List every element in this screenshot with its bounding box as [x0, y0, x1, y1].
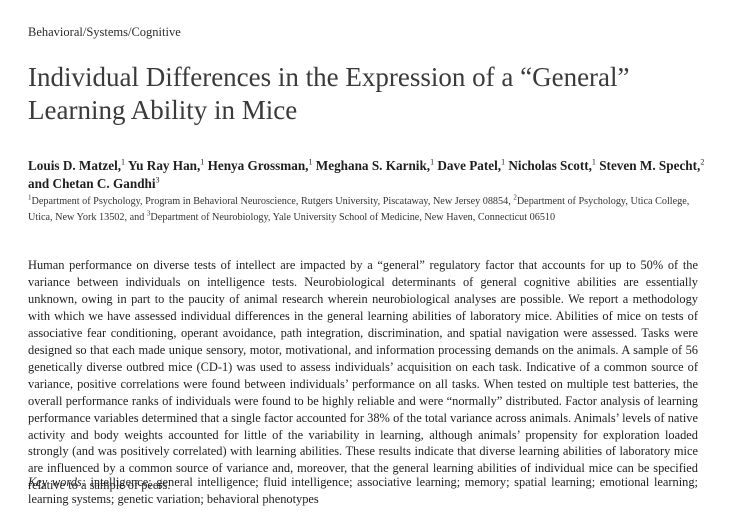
affiliation-1: Department of Psychology, Program in Beh… — [31, 196, 514, 207]
title-line-1: Individual Differences in the Expression… — [28, 62, 630, 92]
affiliation-3: Department of Neurobiology, Yale Univers… — [150, 212, 556, 223]
author: and Chetan C. Gandhi3 — [28, 175, 160, 191]
abstract: Human performance on diverse tests of in… — [28, 258, 698, 493]
keywords-label: Key words: — [28, 475, 86, 489]
author: Dave Patel,1 — [437, 157, 506, 173]
section-label: Behavioral/Systems/Cognitive — [28, 25, 181, 39]
title-line-2: Learning Ability in Mice — [28, 95, 298, 125]
paper-title: Individual Differences in the Expression… — [28, 61, 718, 127]
affiliation-marker: 3 — [146, 209, 151, 218]
affiliations: 1Department of Psychology, Program in Be… — [28, 194, 708, 226]
affiliation-marker: 1 — [28, 193, 32, 202]
affiliation-2: Department of Psychology, Utica College,… — [28, 196, 690, 223]
author: Steven M. Specht,2 — [599, 157, 705, 173]
affiliation-marker: 2 — [513, 193, 517, 202]
author: Louis D. Matzel,1 — [28, 157, 126, 173]
author: Yu Ray Han,1 — [127, 157, 205, 173]
author: Henya Grossman,1 — [207, 157, 313, 173]
keywords: Key words: intelligence; general intelli… — [28, 474, 698, 508]
keywords-text: intelligence; general intelligence; flui… — [28, 475, 699, 506]
author: Nicholas Scott,1 — [508, 157, 596, 173]
author: Meghana S. Karnik,1 — [315, 157, 435, 173]
author-list: Louis D. Matzel,1 Yu Ray Han,1 Henya Gro… — [28, 157, 718, 193]
